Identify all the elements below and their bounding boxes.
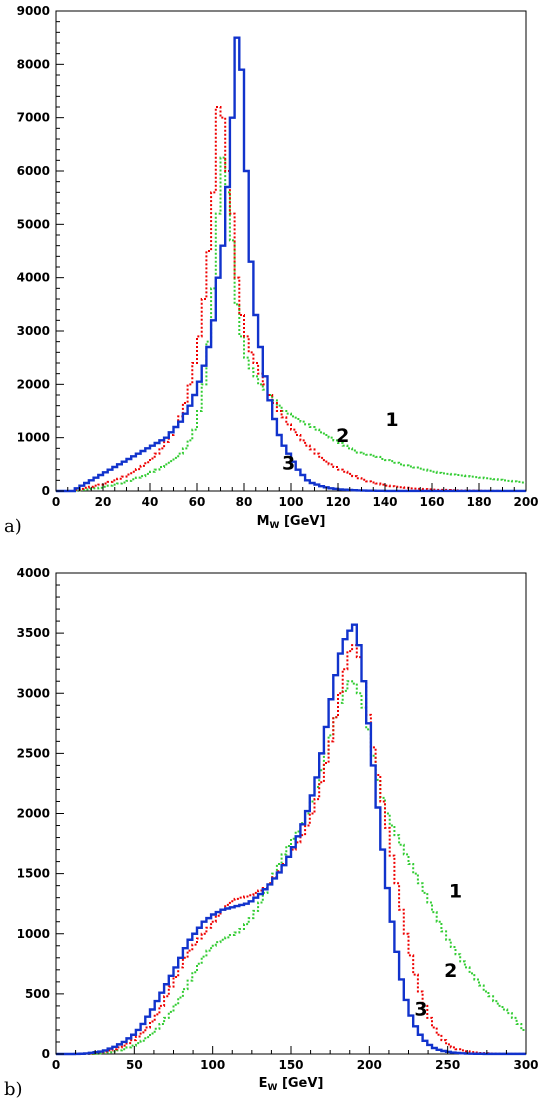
- panel-b-series-2-line: [56, 644, 526, 1055]
- panel-a-series-3-line: [56, 36, 526, 493]
- panel-a-x-tick-label: 0: [52, 495, 60, 509]
- panel-a-x-tick-label: 80: [236, 495, 253, 509]
- panel-b-histogram-chart: 0 50 100 150 200 250 3000500100015002000250030…: [4, 566, 538, 1100]
- panel-a-series-layer: [56, 36, 526, 493]
- panel-b-y-tick-label: 2000: [17, 807, 50, 821]
- panel-b-y-tick-label: 1500: [17, 867, 50, 881]
- panel-b-series-layer: [56, 623, 526, 1056]
- panel-a-plot-frame: [55, 10, 527, 492]
- panel-a-y-tick-label: 6000: [17, 164, 50, 178]
- panel-b-series-3-label: 3: [414, 999, 427, 1021]
- panel-b-x-tick-label: 150: [278, 1058, 303, 1072]
- panel-a-x-tick-label: 200: [513, 495, 538, 509]
- panel-b-y-tick-label: 0: [42, 1047, 50, 1061]
- panel-b-series-2-label: 2: [444, 960, 457, 982]
- panel-a-x-tick-label: 60: [189, 495, 206, 509]
- panel-b-y-tick-label: 3500: [17, 626, 50, 640]
- panel-b-x-axis-label: EW [GeV]: [259, 1076, 324, 1093]
- panel-a-y-tick-label: 4000: [17, 271, 50, 285]
- panel-a-series-2-line: [56, 106, 526, 492]
- panel-a-x-tick-label: 120: [325, 495, 350, 509]
- panel-a-x-tick-label: 20: [95, 495, 112, 509]
- panel-a-x-tick-label: 160: [419, 495, 444, 509]
- panel-a-y-tick-label: 7000: [17, 111, 50, 125]
- panel-a-series-3-label: 3: [282, 453, 295, 475]
- panel-b-y-tick-label: 4000: [17, 566, 50, 580]
- panel-a-x-tick-label: 180: [466, 495, 491, 509]
- panel-b-curve-labels: 1 23: [414, 881, 462, 1021]
- panel-a-x-tick-label: 100: [278, 495, 303, 509]
- panel-b-x-tick-label: 0: [52, 1058, 60, 1072]
- panel-a-histogram-chart: 0 20 40 60 80 100 120 140 160 180 2000100020003000…: [4, 4, 538, 537]
- panel-a-y-tick-label: 9000: [17, 4, 50, 18]
- panel-b-x-tick-label: 250: [435, 1058, 460, 1072]
- panel-a-y-tick-label: 5000: [17, 217, 50, 231]
- panel-a-x-axis-label: MW [GeV]: [257, 514, 326, 531]
- panel-b-y-tick-label: 1000: [17, 927, 50, 941]
- panel-b-x-tick-label: 50: [126, 1058, 143, 1072]
- panel-a-series-1-label: 1: [385, 409, 398, 431]
- panel-b-x-tick-label: 300: [513, 1058, 538, 1072]
- panel-a-y-tick-label: 2000: [17, 377, 50, 391]
- panel-b-tick-layer: 0 50 100 150 200 250 3000500100015002000250030…: [17, 566, 538, 1072]
- panel-a-series-1-line: [56, 156, 526, 492]
- panel-a-tick-layer: 0 20 40 60 80 100 120 140 160 180 2000100020003000…: [17, 4, 538, 509]
- panel-b-y-tick-label: 3000: [17, 686, 50, 700]
- panel-a-series-2-label: 2: [336, 425, 349, 447]
- panel-b-y-tick-label: 500: [25, 987, 50, 1001]
- panel-b-series-3-line: [56, 623, 526, 1056]
- panel-a-y-tick-label: 0: [42, 484, 50, 498]
- panel-a-x-tick-label: 140: [372, 495, 397, 509]
- panel-a-label: a): [4, 516, 22, 537]
- panel-b-series-1-label: 1: [449, 881, 462, 903]
- panel-b-x-tick-label: 200: [357, 1058, 382, 1072]
- panel-b-series-1-line: [56, 680, 526, 1055]
- panel-a-x-tick-label: 40: [142, 495, 159, 509]
- panel-b-x-tick-label: 100: [200, 1058, 225, 1072]
- panel-a-y-tick-label: 1000: [17, 431, 50, 445]
- panel-b-y-tick-label: 2500: [17, 746, 50, 760]
- panel-b-label: b): [4, 1079, 23, 1100]
- panel-a-y-tick-label: 3000: [17, 324, 50, 338]
- panel-a-y-tick-label: 8000: [17, 57, 50, 71]
- panel-a-curve-labels: 1 2 3: [282, 409, 399, 475]
